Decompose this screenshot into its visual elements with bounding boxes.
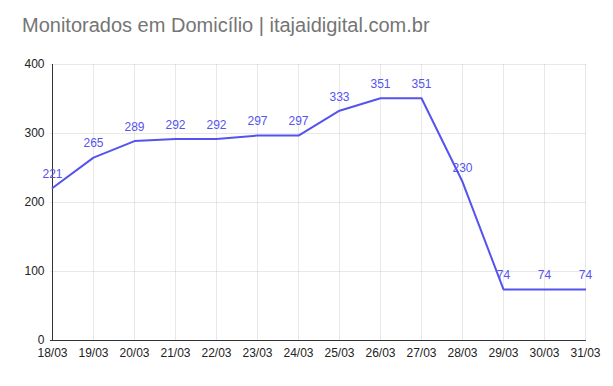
svg-text:265: 265 [83, 136, 103, 150]
svg-text:289: 289 [124, 120, 144, 134]
svg-text:22/03: 22/03 [201, 346, 231, 360]
svg-text:74: 74 [579, 268, 593, 282]
svg-text:0: 0 [37, 333, 45, 348]
svg-text:300: 300 [24, 126, 44, 140]
svg-text:292: 292 [206, 118, 226, 132]
svg-text:221: 221 [42, 167, 62, 181]
svg-text:230: 230 [452, 161, 472, 175]
svg-text:24/03: 24/03 [283, 346, 313, 360]
html-text:Monitorados em Domicílio | ita: Monitorados em Domicílio | itajaidigital… [22, 14, 430, 36]
svg-text:351: 351 [411, 77, 431, 91]
svg-text:26/03: 26/03 [365, 346, 395, 360]
svg-text:21/03: 21/03 [160, 346, 190, 360]
svg-text:25/03: 25/03 [324, 346, 354, 360]
svg-text:200: 200 [24, 195, 44, 209]
svg-text:400: 400 [24, 57, 44, 71]
svg-text:18/03: 18/03 [37, 346, 67, 360]
svg-text:297: 297 [247, 114, 267, 128]
svg-text:28/03: 28/03 [447, 346, 477, 360]
svg-text:297: 297 [288, 114, 308, 128]
svg-text:23/03: 23/03 [242, 346, 272, 360]
svg-text:100: 100 [24, 264, 44, 278]
svg-text:333: 333 [329, 90, 349, 104]
svg-text:19/03: 19/03 [78, 346, 108, 360]
svg-text:30/03: 30/03 [529, 346, 559, 360]
svg-text:351: 351 [370, 77, 390, 91]
svg-text:31/03: 31/03 [570, 346, 600, 360]
svg-text:74: 74 [497, 268, 511, 282]
svg-text:29/03: 29/03 [488, 346, 518, 360]
svg-text:74: 74 [538, 268, 552, 282]
svg-text:292: 292 [165, 118, 185, 132]
svg-text:20/03: 20/03 [119, 346, 149, 360]
svg-text:27/03: 27/03 [406, 346, 436, 360]
